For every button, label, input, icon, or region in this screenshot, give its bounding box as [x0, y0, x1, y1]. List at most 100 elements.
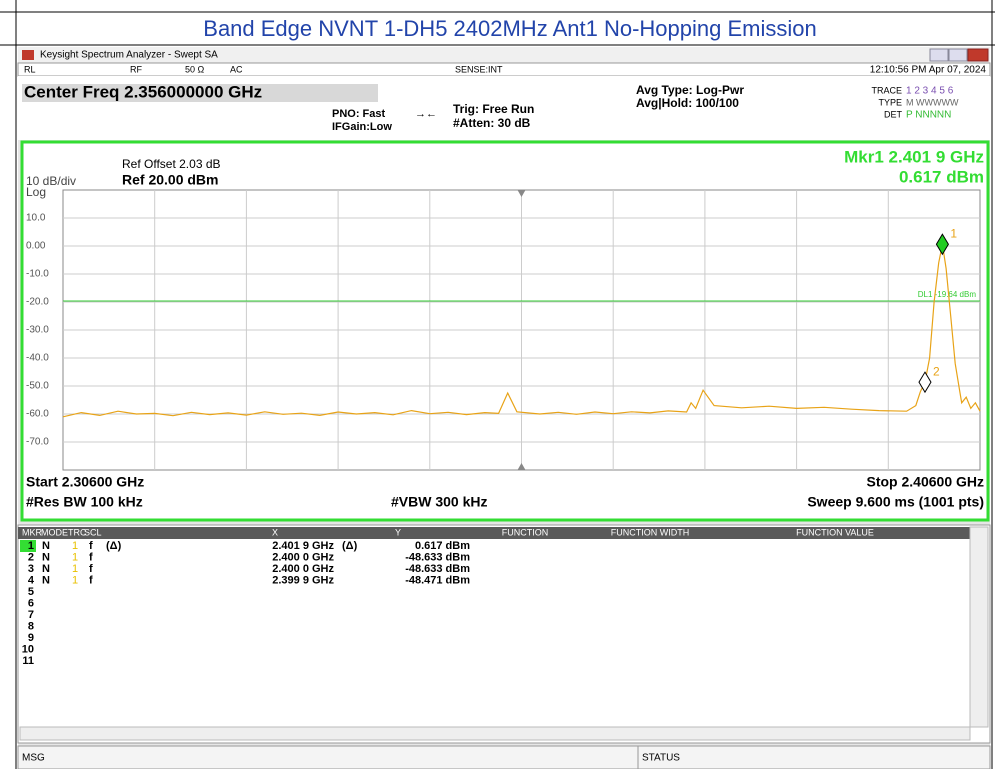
y-tick-label: 0.00 — [26, 241, 46, 252]
column-header: TRC — [68, 527, 87, 537]
display-line-label: DL1 -19.64 dBm — [918, 290, 977, 299]
row-x: 2.399 9 GHz — [272, 574, 334, 586]
row-mkr: 3 — [28, 563, 34, 575]
row-scl: f — [89, 574, 93, 586]
column-header: Y — [395, 527, 401, 537]
trace-nums: 1 2 3 4 5 6 — [906, 86, 954, 97]
marker-table — [17, 524, 991, 744]
app-icon — [22, 50, 34, 60]
status-row — [17, 62, 991, 77]
row-x: 2.400 0 GHz — [272, 563, 334, 575]
status-item: RL — [24, 64, 36, 74]
minimize-button[interactable] — [929, 48, 949, 62]
row-x-delta: (Δ) — [106, 540, 122, 552]
close-button[interactable] — [967, 48, 989, 62]
trace-label: TRACE — [871, 85, 902, 95]
trig: Trig: Free Run — [453, 102, 534, 116]
column-header: X — [272, 527, 278, 537]
det-value: P NNNNN — [906, 110, 951, 121]
scrollbar-horizontal[interactable] — [19, 726, 971, 741]
row-mode: N — [42, 540, 50, 552]
row-y: -48.471 dBm — [405, 574, 470, 586]
sweep: Sweep 9.600 ms (1001 pts) — [807, 494, 984, 510]
table-header — [18, 527, 970, 539]
ifgain: IFGain:Low — [332, 121, 392, 133]
row-mkr: 9 — [28, 632, 34, 644]
y-tick-label: -40.0 — [26, 353, 49, 364]
window-titlebar — [18, 47, 990, 63]
y-tick-label: -50.0 — [26, 381, 49, 392]
center-freq: Center Freq 2.356000000 GHz — [24, 82, 262, 101]
row-mkr: 10 — [22, 643, 34, 655]
stop-freq: Stop 2.40600 GHz — [867, 474, 985, 490]
row-mode: N — [42, 563, 50, 575]
row-y: -48.633 dBm — [405, 563, 470, 575]
y-tick-label: -60.0 — [26, 409, 49, 420]
avg-type: Avg Type: Log-Pwr — [636, 83, 744, 97]
marker — [918, 371, 932, 394]
row-mkr: 7 — [28, 609, 34, 621]
scrollbar-vertical[interactable] — [969, 526, 989, 728]
page-title: Band Edge NVNT 1-DH5 2402MHz Ant1 No-Hop… — [203, 16, 816, 41]
row-trc: 1 — [72, 574, 78, 586]
row-mkr: 6 — [28, 597, 34, 609]
row-mkr: 2 — [28, 551, 34, 563]
status-item: SENSE:INT — [455, 64, 503, 74]
type-value: M WWWWW — [906, 97, 959, 107]
row-y: 0.617 dBm — [415, 540, 470, 552]
type-label: TYPE — [878, 97, 902, 107]
row-y-delta: (Δ) — [342, 540, 358, 552]
row-scl: f — [89, 540, 93, 552]
center-indicator — [517, 190, 526, 197]
scale: 10 dB/div — [26, 174, 76, 188]
column-header: FUNCTION VALUE — [796, 527, 874, 537]
column-header: FUNCTION WIDTH — [611, 527, 690, 537]
ref-level: Ref 20.00 dBm — [122, 172, 218, 188]
msg-label: MSG — [22, 753, 45, 764]
row-mkr: 5 — [28, 586, 34, 598]
center-freq-box — [22, 84, 378, 102]
marker-readout: Mkr1 2.401 9 GHz — [844, 147, 984, 166]
rbw: #Res BW 100 kHz — [26, 494, 143, 510]
column-header: MKR — [22, 527, 43, 537]
y-tick-label: -10.0 — [26, 269, 49, 280]
trig-icon: →← — [415, 108, 437, 120]
selected-row-cell — [20, 540, 36, 552]
y-tick-label: -70.0 — [26, 437, 49, 448]
y-tick-label: -20.0 — [26, 297, 49, 308]
row-scl: f — [89, 551, 93, 563]
status-label: STATUS — [642, 753, 680, 764]
trace — [62, 244, 981, 418]
row-mode: N — [42, 574, 50, 586]
maximize-button[interactable] — [948, 48, 968, 62]
y-tick-label: 10.0 — [26, 213, 46, 224]
status-item: RF — [130, 64, 142, 74]
avg-hold: Avg|Hold: 100/100 — [636, 96, 739, 110]
det-label: DET — [884, 109, 903, 119]
marker — [935, 233, 949, 256]
marker-label: 2 — [933, 364, 940, 378]
row-mkr: 11 — [22, 655, 34, 667]
start-freq: Start 2.30600 GHz — [26, 474, 144, 490]
pno: PNO: Fast — [332, 108, 386, 120]
atten: #Atten: 30 dB — [453, 116, 531, 130]
vbw: #VBW 300 kHz — [391, 494, 487, 510]
column-header: FUNCTION — [502, 527, 549, 537]
datetime: 12:10:56 PM Apr 07, 2024 — [870, 65, 987, 76]
row-scl: f — [89, 563, 93, 575]
row-trc: 1 — [72, 563, 78, 575]
marker-label: 1 — [950, 226, 957, 240]
scale-type: Log — [26, 185, 46, 199]
status-item: 50 Ω — [185, 64, 205, 74]
marker-readout: 0.617 dBm — [899, 167, 984, 186]
row-x: 2.400 0 GHz — [272, 551, 334, 563]
row-mode: N — [42, 551, 50, 563]
status-bar — [17, 745, 991, 769]
window-title: Keysight Spectrum Analyzer - Swept SA — [40, 50, 218, 61]
center-indicator — [517, 463, 526, 470]
row-trc: 1 — [72, 551, 78, 563]
row-trc: 1 — [72, 540, 78, 552]
status-item: AC — [230, 64, 243, 74]
ref-offset: Ref Offset 2.03 dB — [122, 157, 221, 171]
